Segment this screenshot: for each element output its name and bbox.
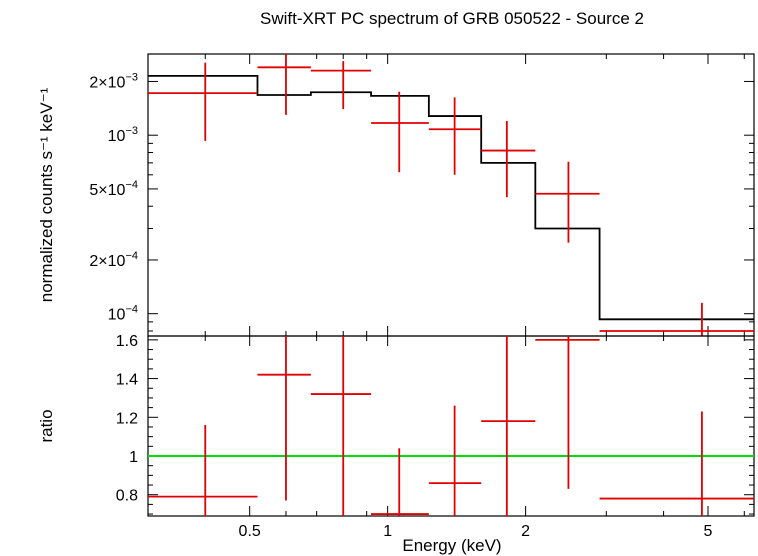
y-tick-label: 1.4 <box>116 372 138 389</box>
data-point <box>148 425 258 516</box>
x-tick-label: 2 <box>521 523 530 540</box>
data-point <box>257 336 311 501</box>
data-point <box>428 97 482 175</box>
y-tick-exponent: −3 <box>125 125 138 137</box>
y-axis-label: ratio <box>37 409 56 442</box>
y-tick-mantissa: 2×10 <box>89 74 125 91</box>
y-tick-mantissa: 10 <box>108 128 126 145</box>
y-axis-label: normalized counts s⁻¹ keV⁻¹ <box>37 87 56 302</box>
data-point <box>599 411 754 516</box>
y-tick-mantissa: 10 <box>108 307 126 324</box>
y-tick-label: 5×10−4 <box>89 179 138 199</box>
y-tick-label: 10−4 <box>108 304 138 324</box>
chart-title: Swift-XRT PC spectrum of GRB 050522 - So… <box>260 9 644 28</box>
data-point <box>257 54 311 115</box>
data-point <box>599 302 754 336</box>
y-tick-exponent: −4 <box>125 250 138 262</box>
y-tick-label: 1 <box>129 449 138 466</box>
data-point <box>481 336 536 516</box>
data-point <box>148 62 258 141</box>
y-tick-label: 2×10−3 <box>89 71 138 91</box>
y-tick-label: 1.2 <box>116 410 138 427</box>
data-point <box>481 121 536 198</box>
data-point <box>428 405 482 516</box>
y-tick-mantissa: 2×10 <box>89 253 125 270</box>
y-tick-mantissa: 5×10 <box>89 182 125 199</box>
data-point <box>535 161 600 243</box>
panel-ratio: 0.8 1 1.2 1.4 1.6 ratio 0.5 1 2 5 <box>37 333 755 540</box>
data-layer <box>148 54 754 336</box>
data-layer <box>148 336 754 516</box>
x-axis-label: Energy (keV) <box>402 536 501 555</box>
panel-frame <box>147 53 755 337</box>
data-point <box>310 61 372 110</box>
y-tick-label: 10−3 <box>108 125 138 145</box>
y-tick-exponent: −3 <box>125 71 138 83</box>
data-point <box>371 91 429 173</box>
x-tick-label: 5 <box>704 523 713 540</box>
data-point <box>371 448 429 516</box>
data-point <box>310 336 372 516</box>
data-point <box>535 336 600 489</box>
x-tick-label: 0.5 <box>239 523 261 540</box>
panel-frame <box>147 335 755 517</box>
y-tick-label: 2×10−4 <box>89 250 138 270</box>
y-tick-label: 0.8 <box>116 488 138 505</box>
model-step-line <box>148 74 754 321</box>
y-tick-label: 1.6 <box>116 333 138 350</box>
y-tick-exponent: −4 <box>125 304 138 316</box>
x-tick-label: 1 <box>383 523 392 540</box>
y-tick-exponent: −4 <box>125 179 138 191</box>
